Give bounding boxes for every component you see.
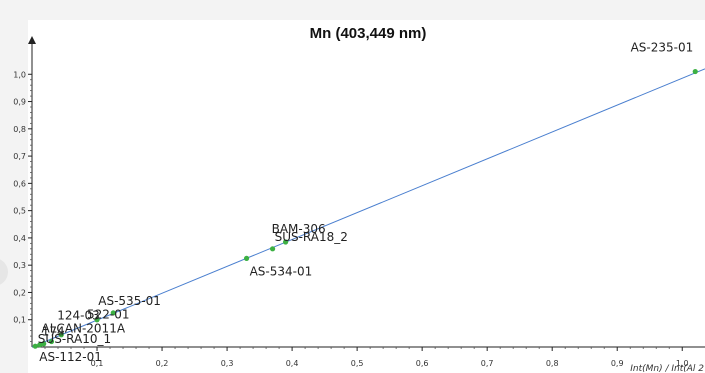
data-point (58, 332, 64, 338)
plot-area (28, 20, 705, 373)
x-tick-label: 0,1 (91, 359, 104, 368)
chart-title: Mn (403,449 nm) (310, 25, 427, 42)
y-axis-arrow-icon (28, 36, 36, 44)
data-point (692, 68, 698, 75)
data-point (37, 342, 43, 348)
data-point-label: 174 (42, 325, 65, 339)
y-tick-label: 0,9 (13, 98, 26, 107)
regression-line-layer (31, 68, 705, 348)
data-point-label: SUS-RA18_2 (275, 230, 348, 244)
data-points-layer (32, 68, 698, 349)
x-tick-label: 0,7 (481, 359, 494, 368)
data-point (243, 255, 250, 261)
x-tick-label: 0,6 (416, 359, 429, 368)
data-labels-layer: AS-112-01 SUS-RA10_1174ALCAN-2011A124-035… (38, 41, 693, 365)
data-point (110, 310, 116, 316)
y-tick-label: 0,8 (13, 125, 26, 134)
data-point-label: 124-03 (57, 309, 100, 323)
y-tick-label: 0,1 (13, 316, 26, 325)
data-point-label: BAM-306 (272, 222, 326, 236)
data-point-label: SUS-RA10_1 (38, 332, 111, 346)
x-tick-label: 1,0 (676, 359, 689, 368)
data-point-label: AS-235-01 (631, 41, 694, 55)
panel-resize-handle[interactable] (0, 258, 8, 286)
x-tick-label: 0,2 (156, 359, 169, 368)
axes: 0,1 0,2 0,3 0,4 0,5 0,6 0,7 0,8 0,9 1,0 0,1 0,2 0,3 0… (13, 36, 705, 368)
data-point-label: AS-535-01 (98, 294, 161, 308)
y-tick-label: 0,6 (13, 179, 26, 188)
x-tick-label: 0,5 (351, 359, 364, 368)
data-point-label: ALCAN-2011A (42, 322, 126, 336)
data-point-label: AS-112-01 (39, 350, 102, 364)
x-axis-label: Int(Mn) / Int(Al 2 (630, 364, 704, 373)
y-tick-label: 0,7 (13, 152, 26, 161)
y-tick-label: 0,5 (13, 207, 26, 216)
x-tick-label: 0,4 (286, 359, 299, 368)
data-point (269, 246, 276, 252)
data-point (41, 341, 47, 347)
x-tick-label: 0,8 (546, 359, 559, 368)
y-tick-label: 0,4 (13, 234, 26, 243)
data-point-label: AS-534-01 (250, 264, 313, 278)
data-point (32, 343, 38, 349)
data-point-label: 522-01 (87, 308, 130, 322)
x-tick-label: 0,9 (611, 359, 624, 368)
y-tick-label: 1,0 (13, 70, 26, 79)
regression-line (31, 68, 705, 348)
y-tick-label: 0,2 (13, 288, 26, 297)
y-tick-label: 0,3 (13, 261, 26, 270)
data-point (94, 317, 100, 323)
data-point (282, 239, 289, 245)
data-point (48, 338, 55, 345)
x-tick-label: 0,3 (221, 359, 234, 368)
